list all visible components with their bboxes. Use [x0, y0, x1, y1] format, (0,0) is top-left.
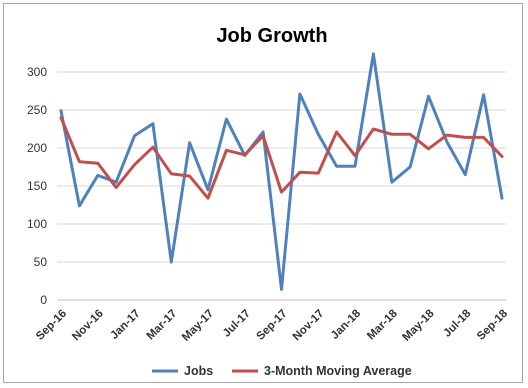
data-point	[280, 190, 284, 194]
data-point	[500, 196, 504, 200]
x-tick-label: May-17	[180, 308, 216, 344]
data-point	[77, 204, 81, 208]
x-tick-label: Jul-18	[441, 307, 473, 339]
y-tick-label: 150	[27, 179, 47, 193]
data-point	[133, 134, 137, 138]
x-tick-label: Jan-17	[108, 308, 142, 342]
data-point	[335, 164, 339, 168]
y-tick-label: 100	[27, 217, 47, 231]
data-point	[96, 161, 100, 165]
x-tick-label: Jan-18	[329, 307, 364, 342]
data-point	[390, 132, 394, 136]
data-point	[224, 148, 228, 152]
data-point	[261, 130, 265, 134]
data-point	[463, 135, 467, 139]
data-point	[280, 287, 284, 291]
data-point	[353, 154, 357, 158]
data-point	[371, 52, 375, 56]
data-point	[59, 109, 63, 113]
y-tick-label: 300	[27, 65, 47, 79]
data-point	[169, 260, 173, 264]
data-point	[408, 165, 412, 169]
data-point	[188, 174, 192, 178]
x-tick-label: Sep-16	[34, 308, 69, 343]
y-tick-label: 50	[34, 255, 48, 269]
data-point	[206, 196, 210, 200]
data-point	[353, 164, 357, 168]
data-point	[224, 117, 228, 121]
data-point	[59, 116, 63, 120]
data-point	[463, 173, 467, 177]
data-point	[390, 180, 394, 184]
x-tick-label: Nov-16	[70, 308, 106, 344]
data-point	[188, 141, 192, 145]
x-tick-label: Sep-18	[475, 307, 511, 343]
data-point	[500, 154, 504, 158]
series-line-jobs	[59, 52, 504, 291]
data-point	[316, 132, 320, 136]
legend-label: 3-Month Moving Average	[264, 364, 412, 378]
y-tick-label: 200	[27, 141, 47, 155]
data-point	[96, 173, 100, 177]
x-tick-label: May-18	[401, 307, 437, 343]
data-point	[445, 133, 449, 137]
data-point	[371, 127, 375, 131]
data-point	[427, 147, 431, 151]
x-tick-label: Mar-17	[145, 308, 180, 343]
chart-title: Job Growth	[216, 25, 327, 47]
data-point	[482, 135, 486, 139]
data-point	[151, 145, 155, 149]
data-point	[114, 186, 118, 190]
data-point	[133, 163, 137, 167]
data-point	[151, 122, 155, 126]
data-point	[243, 153, 247, 157]
data-point	[445, 140, 449, 144]
data-point	[408, 132, 412, 136]
data-point	[298, 170, 302, 174]
legend-label: Jobs	[184, 364, 213, 378]
data-point	[482, 93, 486, 97]
data-point	[316, 171, 320, 175]
x-tick-label: Mar-18	[365, 307, 400, 342]
x-tick-label: Jul-17	[221, 308, 253, 340]
data-point	[261, 134, 265, 138]
data-point	[169, 172, 173, 176]
x-tick-label: Sep-17	[254, 308, 289, 343]
series-line-moving-average	[59, 116, 504, 200]
y-tick-label: 250	[27, 103, 47, 117]
data-point	[298, 92, 302, 96]
data-point	[335, 130, 339, 134]
data-point	[427, 94, 431, 98]
data-point	[77, 160, 81, 164]
chart-frame: Job Growth 0 50 100 150 200 250 300 Sep-16 Nov-1…	[3, 3, 523, 383]
y-tick-label: 0	[40, 293, 47, 307]
x-tick-label: Nov-17	[291, 308, 327, 344]
